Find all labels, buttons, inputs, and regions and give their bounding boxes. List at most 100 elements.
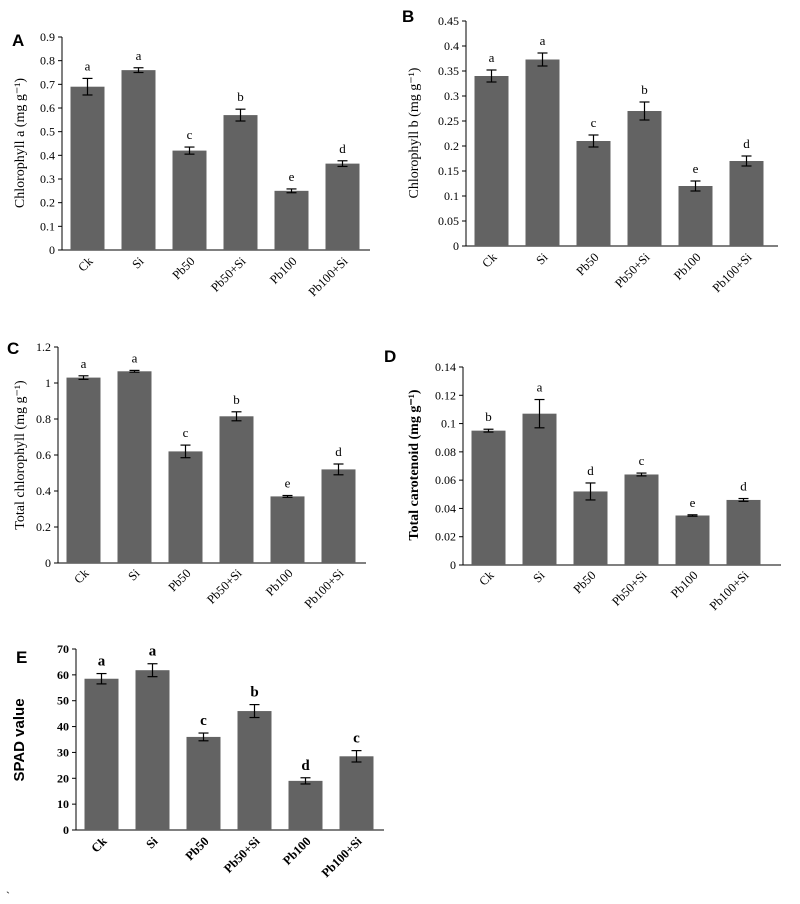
bar-pb50-plus-si: [624, 474, 659, 565]
bar-pb100: [675, 515, 710, 565]
chart-panel-a: A 0 0.1 0.2 0.3 0.4 0.5 0.6 0.7 0.8 0.9 Chlorophyll…: [12, 30, 370, 299]
bar-pb100-plus-si: [325, 163, 360, 250]
y-tick-label: 0.5: [40, 125, 55, 139]
x-tick-label: Pb50: [571, 568, 599, 596]
x-tick-label: Pb100: [280, 834, 313, 867]
x-tick-label: Si: [129, 254, 147, 272]
chart-panel-c: C 0 0.2 0.4 0.6 0.8 1 1.2 Total chlorophyll (mg …: [7, 339, 366, 611]
x-tick-label: Pb50: [183, 834, 212, 863]
bar-pb100-plus-si: [321, 469, 356, 563]
y-tick-label: 10: [57, 797, 69, 811]
significance-label: a: [489, 50, 495, 65]
significance-label: b: [233, 392, 240, 407]
x-tick-label: Pb50: [166, 566, 194, 594]
bar-pb50-plus-si: [627, 111, 662, 246]
y-tick-label: 0: [49, 243, 55, 257]
y-tick-label: 0: [63, 823, 69, 837]
significance-label: b: [250, 685, 258, 701]
bar-ck: [66, 377, 101, 563]
significance-label: d: [339, 141, 346, 156]
y-tick-label: 0.3: [444, 89, 459, 103]
significance-label: a: [85, 58, 91, 73]
bar-pb100: [270, 496, 305, 563]
x-tick-label: Pb100: [263, 566, 295, 598]
x-tick-label: Pb50: [574, 250, 602, 278]
significance-label: e: [690, 495, 696, 510]
y-tick-label: 0.6: [36, 448, 51, 462]
x-tick-label: Pb50+Si: [609, 568, 650, 609]
significance-label: a: [98, 654, 106, 670]
x-tick-label: Pb50+Si: [204, 566, 245, 607]
y-axis-label: SPAD value: [11, 698, 28, 781]
significance-label: a: [136, 48, 142, 63]
bar-pb50: [172, 150, 207, 250]
x-tick-label: Pb100+Si: [319, 834, 365, 880]
x-tick-label: Ck: [88, 834, 109, 855]
bar-si: [522, 413, 557, 565]
y-tick-label: 40: [57, 720, 69, 734]
significance-label: a: [132, 350, 138, 365]
x-tick-label: Si: [125, 566, 143, 584]
y-tick-label: 0.7: [40, 77, 55, 91]
panel-label: B: [402, 7, 414, 26]
y-tick-label: 0.12: [435, 388, 456, 402]
significance-label: e: [693, 161, 699, 176]
x-tick-label: Pb50+Si: [612, 250, 653, 291]
bar-pb50-plus-si: [223, 115, 258, 250]
y-tick-label: 0.4: [40, 148, 55, 162]
y-tick-label: 60: [57, 668, 69, 682]
chart-panel-e: E 0 10 20 30 40 50 60 70 SPAD value a Ck a Si c Pb50 b Pb…: [11, 642, 384, 880]
y-axis-label: Chlorophyll a (mg g⁻¹): [13, 78, 28, 209]
x-tick-label: Pb100+Si: [306, 254, 351, 299]
bar-pb100-plus-si: [339, 756, 374, 830]
significance-label: a: [81, 356, 87, 371]
bar-pb100: [288, 780, 323, 830]
x-tick-label: Si: [533, 250, 551, 268]
y-tick-label: 0.4: [444, 39, 459, 53]
bar-pb50-plus-si: [237, 711, 272, 830]
significance-label: b: [485, 409, 492, 424]
y-tick-label: 0.4: [36, 484, 51, 498]
y-tick-label: 0.05: [438, 214, 459, 228]
bar-pb50: [168, 451, 203, 563]
y-tick-label: 0.35: [438, 64, 459, 78]
y-tick-label: 1.2: [36, 340, 51, 354]
bar-pb100: [274, 190, 309, 250]
x-tick-label: Si: [530, 568, 548, 586]
significance-label: a: [149, 644, 157, 660]
panel-label: C: [7, 339, 19, 358]
y-tick-label: 30: [57, 745, 69, 759]
bar-pb50: [576, 141, 611, 246]
significance-label: b: [641, 82, 648, 97]
y-tick-label: 0.45: [438, 14, 459, 28]
x-tick-label: Pb100+Si: [302, 566, 347, 611]
bar-ck: [471, 430, 506, 565]
panel-label: A: [12, 31, 24, 50]
x-tick-label: Ck: [476, 568, 497, 589]
y-tick-label: 0: [450, 558, 456, 572]
y-tick-label: 0: [453, 239, 459, 253]
x-tick-label: Pb100+Si: [707, 568, 752, 613]
significance-label: a: [540, 33, 546, 48]
bar-pb50: [573, 491, 608, 565]
y-tick-label: 0.6: [40, 101, 55, 115]
significance-label: d: [743, 136, 750, 151]
bar-pb100-plus-si: [729, 161, 764, 246]
x-tick-label: Ck: [71, 566, 92, 587]
y-tick-label: 0.2: [444, 139, 459, 153]
y-tick-label: 0.2: [36, 520, 51, 534]
significance-label: c: [353, 731, 360, 747]
stray-mark: `: [6, 889, 10, 903]
chart-panel-d: D 0 0.02 0.04 0.06 0.08 0.1 0.12 0.14 Total carot…: [384, 347, 781, 613]
significance-label: e: [289, 169, 295, 184]
y-tick-label: 0.06: [435, 473, 456, 487]
bar-si: [117, 371, 152, 563]
y-tick-label: 0.04: [435, 501, 456, 515]
x-tick-label: Pb100: [668, 568, 700, 600]
significance-label: a: [537, 380, 543, 395]
y-tick-label: 0.1: [441, 417, 456, 431]
y-axis-label: Total chlorophyll (mg g⁻¹): [13, 380, 28, 530]
bar-pb50: [186, 736, 221, 830]
y-tick-label: 0.1: [444, 189, 459, 203]
